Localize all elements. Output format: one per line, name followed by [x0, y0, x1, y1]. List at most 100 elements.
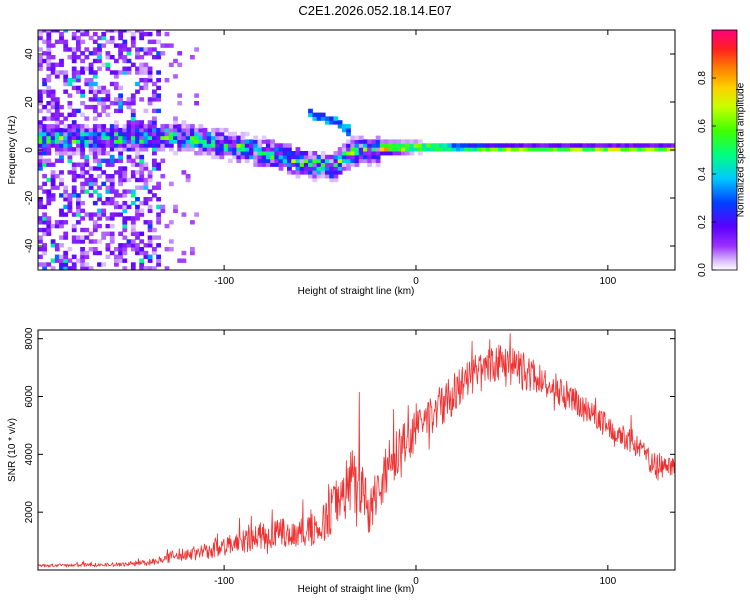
- heatmap-cell: [211, 127, 216, 133]
- heatmap-cell: [76, 239, 81, 244]
- heatmap-cell: [219, 143, 225, 148]
- heatmap-cell: [662, 143, 668, 148]
- heatmap-cell: [354, 139, 360, 144]
- heatmap-cell: [46, 177, 52, 183]
- heatmap-cell: [63, 212, 69, 217]
- heatmap-cell: [38, 151, 43, 156]
- heatmap-cell: [130, 262, 136, 267]
- heatmap-cell: [367, 143, 372, 148]
- heatmap-cell: [105, 189, 111, 194]
- heatmap-cell: [282, 162, 288, 167]
- heatmap-cell: [185, 135, 191, 140]
- heatmap-cell: [160, 158, 166, 163]
- heatmap-cell: [71, 58, 77, 64]
- heatmap-cell: [130, 31, 136, 37]
- heatmap-cell: [118, 204, 123, 210]
- heatmap-cell: [329, 162, 335, 167]
- heatmap-cell: [168, 143, 174, 148]
- heatmap-cell: [88, 216, 94, 221]
- heatmap-cell: [118, 143, 123, 148]
- heatmap-cell: [84, 127, 90, 133]
- heatmap-cell: [76, 35, 81, 41]
- heatmap-cell: [38, 101, 43, 106]
- heatmap-cell: [147, 227, 153, 233]
- heatmap-cell: [42, 39, 47, 44]
- heatmap-cell: [227, 135, 233, 140]
- heatmap-cell: [84, 55, 90, 60]
- heatmap-cell: [270, 162, 275, 167]
- heatmap-cell: [130, 97, 136, 102]
- heatmap-cell: [38, 143, 43, 148]
- heatmap-cell: [510, 143, 516, 148]
- heatmap-cell: [190, 147, 195, 152]
- heatmap-cell: [76, 162, 81, 167]
- heatmap-cell: [101, 31, 107, 37]
- heatmap-cell: [80, 101, 85, 106]
- heatmap-cell: [84, 170, 90, 175]
- heatmap-cell: [160, 124, 166, 129]
- heatmap-cell: [80, 58, 85, 64]
- heatmap-cell: [392, 139, 398, 144]
- heatmap-cell: [38, 58, 43, 64]
- heatmap-cell: [101, 135, 107, 140]
- heatmap-cell: [126, 131, 132, 137]
- heatmap-cell: [71, 47, 77, 52]
- heatmap-cell: [118, 174, 123, 179]
- heatmap-cell: [135, 131, 140, 137]
- heatmap-cell: [88, 147, 94, 152]
- heatmap-cell: [109, 124, 115, 129]
- heatmap-cell: [135, 197, 140, 202]
- heatmap-cell: [114, 139, 119, 144]
- heatmap-cell: [122, 216, 128, 221]
- heatmap-cell: [130, 39, 136, 44]
- heatmap-cell: [130, 43, 136, 48]
- heatmap-cell: [346, 124, 351, 129]
- heatmap-cell: [156, 70, 161, 75]
- heatmap-cell: [84, 81, 90, 87]
- heatmap-cell: [232, 143, 237, 148]
- heatmap-cell: [265, 162, 271, 167]
- heatmap-cell: [109, 30, 115, 33]
- heatmap-cell: [350, 143, 356, 148]
- heatmap-cell: [92, 74, 98, 79]
- heatmap-cell: [181, 250, 187, 256]
- heatmap-cell: [135, 139, 140, 144]
- heatmap-cell: [42, 212, 47, 217]
- heatmap-cell: [181, 127, 187, 133]
- heatmap-cell: [295, 147, 301, 152]
- heatmap-cell: [76, 235, 81, 240]
- heatmap-cell: [92, 104, 98, 110]
- heatmap-cell: [257, 143, 263, 148]
- heatmap-cell: [190, 127, 195, 133]
- heatmap-cell: [63, 262, 69, 267]
- heatmap-cell: [88, 151, 94, 156]
- heatmap-cell: [354, 135, 360, 140]
- heatmap-cell: [143, 147, 149, 152]
- heatmap-cell: [152, 151, 157, 156]
- heatmap-cell: [202, 131, 208, 137]
- heatmap-cell: [92, 51, 98, 56]
- heatmap-cell: [105, 66, 111, 71]
- colorbar-tick-label: 0.0: [697, 263, 708, 277]
- heatmap-cell: [80, 70, 85, 75]
- heatmap-cell: [126, 139, 132, 144]
- heatmap-cell: [59, 154, 64, 160]
- heatmap-cell: [59, 112, 64, 117]
- heatmap-cell: [54, 104, 60, 110]
- heatmap-cell: [177, 131, 183, 137]
- heatmap-cell: [97, 151, 102, 156]
- heatmap-cell: [122, 147, 128, 152]
- heatmap-cell: [168, 135, 174, 140]
- heatmap-cell: [333, 151, 339, 156]
- heatmap-cell: [147, 220, 153, 225]
- heatmap-cell: [156, 78, 161, 83]
- heatmap-cell: [71, 266, 77, 270]
- figure-title: C2E1.2026.052.18.14.E07: [298, 3, 451, 18]
- heatmap-cell: [63, 116, 69, 121]
- heatmap-cell: [92, 139, 98, 144]
- heatmap-cell: [152, 135, 157, 140]
- heatmap-cell: [63, 151, 69, 156]
- heatmap-cell: [337, 162, 343, 167]
- heatmap-cell: [358, 139, 364, 144]
- heatmap-cell: [143, 70, 149, 75]
